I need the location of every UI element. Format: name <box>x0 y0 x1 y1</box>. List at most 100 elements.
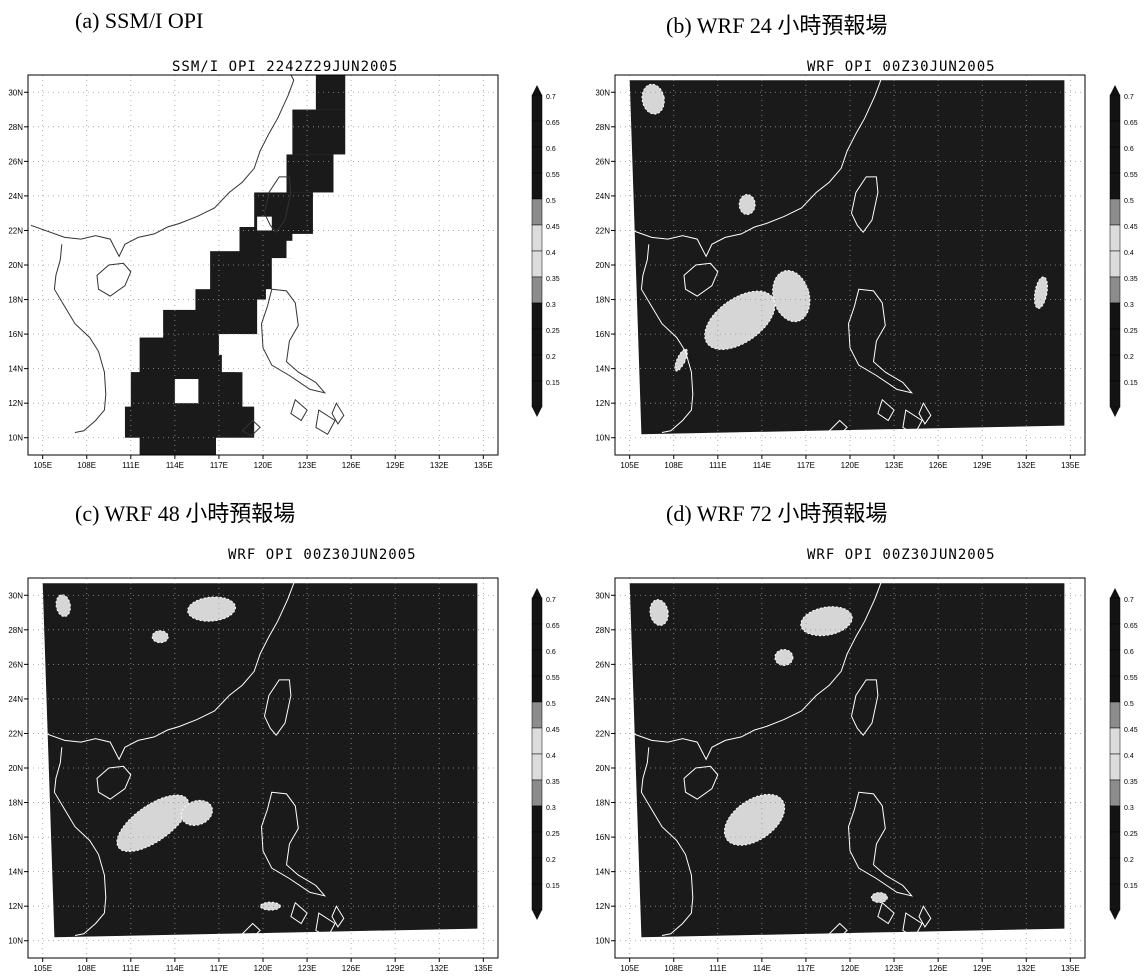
lon-tick-label: 135E <box>1061 964 1080 973</box>
precip-contour <box>187 596 237 622</box>
colorbar-segment <box>1109 623 1121 651</box>
colorbar-level-label: 0.3 <box>1124 805 1134 812</box>
lat-tick-label: 30N <box>595 591 610 600</box>
lon-tick-label: 123E <box>885 964 904 973</box>
precip-contour <box>870 892 888 904</box>
colorbar-level-label: 0.45 <box>546 224 560 231</box>
precip-contour <box>641 83 665 115</box>
colorbar-segment <box>1109 649 1121 677</box>
precip-contour <box>649 599 669 626</box>
lat-tick-label: 16N <box>595 330 610 339</box>
panel-caption: (d) WRF 72 小時預報場 <box>666 501 888 526</box>
colorbar-segment <box>531 857 543 885</box>
opi-field-block <box>315 75 346 110</box>
colorbar-level-label: 0.25 <box>1124 831 1138 838</box>
colorbar-level-label: 0.5 <box>1124 701 1134 708</box>
colorbar-level-label: 0.15 <box>1124 380 1138 387</box>
lon-tick-label: 108E <box>77 964 96 973</box>
precip-contour <box>55 594 71 618</box>
lat-tick-label: 12N <box>8 399 23 408</box>
colorbar-segment <box>1109 198 1121 226</box>
lat-tick-label: 30N <box>8 88 23 97</box>
colorbar-level-label: 0.15 <box>546 883 560 890</box>
colorbar-top-arrow <box>532 588 542 598</box>
lat-tick-label: 18N <box>595 296 610 305</box>
lat-tick-label: 24N <box>8 192 23 201</box>
colorbar-segment <box>531 276 543 304</box>
map-area: 105E 108E 111E 114E 117E 120E 123E 126E 129E 132E… <box>595 74 1086 470</box>
colorbar-segment <box>1109 753 1121 781</box>
panel-b: (b) WRF 24 小時預報場 WRF OPI 00Z30JUN2005 10… <box>573 0 1146 488</box>
colorbar: 0.7 0.65 0.6 0.55 0.5 0.45 0.4 0.35 0.3 0.25 0.2 0.… <box>1109 85 1138 417</box>
lon-tick-label: 132E <box>430 461 449 470</box>
colorbar-bottom-arrow <box>1110 910 1120 920</box>
lon-tick-label: 120E <box>841 964 860 973</box>
lon-tick-label: 105E <box>620 461 639 470</box>
lat-tick-label: 30N <box>8 591 23 600</box>
panel-subtitle: WRF OPI 00Z30JUN2005 <box>807 547 996 563</box>
panel-subtitle: SSM/I OPI 2242Z29JUN2005 <box>172 59 399 75</box>
precip-contour <box>151 630 169 644</box>
lon-tick-label: 108E <box>664 461 683 470</box>
clear-sky-gap <box>236 354 255 373</box>
lat-tick-label: 18N <box>8 799 23 808</box>
wrf-domain <box>629 583 1065 938</box>
colorbar-level-label: 0.25 <box>1124 328 1138 335</box>
colorbar-level-label: 0.55 <box>546 172 560 179</box>
lat-tick-label: 12N <box>8 902 23 911</box>
colorbar-segment <box>1109 328 1121 356</box>
lat-tick-label: 22N <box>8 729 23 738</box>
lon-tick-label: 114E <box>753 461 771 470</box>
lat-tick-label: 12N <box>595 902 610 911</box>
colorbar-level-label: 0.3 <box>546 302 556 309</box>
panel-subtitle: WRF OPI 00Z30JUN2005 <box>228 547 417 563</box>
colorbar-level-label: 0.2 <box>1124 857 1134 864</box>
panel-a: (a) SSM/I OPI SSM/I OPI 2242Z29JUN2005 1… <box>0 0 573 488</box>
lat-tick-label: 24N <box>8 695 23 704</box>
map-area: 105E 108E 111E 114E 117E 120E 123E 126E 129E 132E… <box>8 74 499 470</box>
lat-tick-label: 16N <box>8 833 23 842</box>
map-figure: 105E 108E 111E 114E 117E 120E 123E 126E 129E 132E… <box>8 577 560 973</box>
colorbar-segment <box>531 380 543 408</box>
colorbar-segment <box>531 302 543 330</box>
colorbar-level-label: 0.65 <box>1124 623 1138 630</box>
colorbar-segment <box>1109 146 1121 174</box>
lon-tick-label: 129E <box>973 964 992 973</box>
lon-tick-label: 126E <box>342 461 361 470</box>
lat-tick-label: 10N <box>8 937 23 946</box>
lon-tick-label: 117E <box>797 964 815 973</box>
precip-contour <box>723 793 786 846</box>
panel-caption: (c) WRF 48 小時預報場 <box>75 501 296 526</box>
lat-lon-grid <box>28 578 498 958</box>
colorbar-segment <box>531 753 543 781</box>
precip-contour <box>800 606 853 637</box>
coastline <box>617 74 932 437</box>
colorbar-level-label: 0.25 <box>546 328 560 335</box>
lon-tick-label: 117E <box>797 461 815 470</box>
lon-tick-label: 120E <box>841 461 860 470</box>
colorbar-level-label: 0.65 <box>546 120 560 127</box>
lon-tick-label: 108E <box>77 461 96 470</box>
lon-tick-label: 132E <box>430 964 449 973</box>
lon-tick-label: 105E <box>33 461 52 470</box>
precip-contour <box>116 794 190 853</box>
lon-tick-label: 129E <box>973 461 992 470</box>
colorbar-segment <box>531 198 543 226</box>
panel-d: (d) WRF 72 小時預報場 WRF OPI 00Z30JUN2005 10… <box>573 488 1146 976</box>
colorbar-segment <box>531 701 543 729</box>
colorbar-level-label: 0.6 <box>546 146 556 153</box>
lon-tick-label: 111E <box>122 461 140 470</box>
lon-tick-label: 123E <box>298 964 317 973</box>
colorbar-level-label: 0.4 <box>1124 753 1134 760</box>
lat-tick-label: 22N <box>595 729 610 738</box>
colorbar-segment <box>1109 727 1121 755</box>
precip-contour <box>180 799 213 826</box>
lat-tick-label: 16N <box>595 833 610 842</box>
lon-tick-label: 126E <box>929 964 948 973</box>
colorbar-level-label: 0.55 <box>1124 172 1138 179</box>
map-area: 105E 108E 111E 114E 117E 120E 123E 126E 129E 132E… <box>595 577 1086 973</box>
lon-tick-label: 135E <box>474 964 493 973</box>
lon-tick-label: 132E <box>1017 461 1036 470</box>
colorbar-segment <box>531 120 543 148</box>
lon-tick-label: 135E <box>1061 461 1080 470</box>
